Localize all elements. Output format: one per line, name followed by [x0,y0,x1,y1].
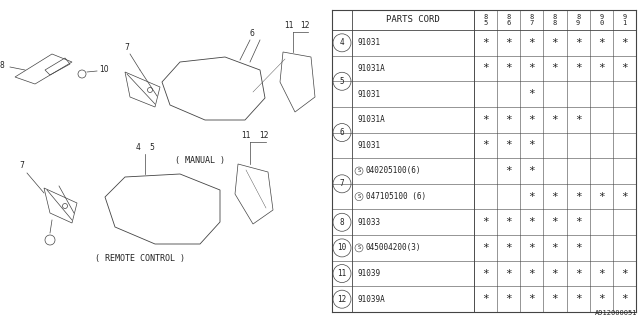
Text: *: * [575,115,582,125]
Text: *: * [621,38,628,48]
Text: 12: 12 [259,131,269,140]
Text: *: * [482,38,489,48]
Text: *: * [575,268,582,278]
Text: *: * [552,268,558,278]
Text: 8: 8 [0,60,4,69]
Text: 91039: 91039 [357,269,380,278]
Text: *: * [575,217,582,227]
Text: *: * [598,192,605,202]
Text: *: * [598,268,605,278]
Text: *: * [529,115,535,125]
Text: *: * [482,217,489,227]
Text: *: * [529,192,535,202]
Text: 8
7: 8 7 [530,14,534,26]
Text: *: * [529,243,535,253]
Text: *: * [621,268,628,278]
Text: 8
6: 8 6 [507,14,511,26]
Text: *: * [506,166,512,176]
Text: *: * [552,192,558,202]
Text: 9
1: 9 1 [622,14,627,26]
Text: *: * [575,243,582,253]
Text: 5: 5 [150,142,154,151]
Text: *: * [482,63,489,74]
Text: 047105100 (6): 047105100 (6) [366,192,426,201]
Text: A912000051: A912000051 [595,310,637,316]
Text: *: * [552,38,558,48]
Text: *: * [529,63,535,74]
Text: *: * [598,63,605,74]
Text: S: S [357,245,360,251]
Text: 91033: 91033 [357,218,380,227]
Text: 91031: 91031 [357,38,380,47]
Text: 6: 6 [340,128,344,137]
Text: *: * [552,243,558,253]
Text: *: * [552,294,558,304]
Text: *: * [529,89,535,99]
Text: 9
0: 9 0 [599,14,604,26]
Text: ( REMOTE CONTROL ): ( REMOTE CONTROL ) [95,253,185,262]
Text: *: * [575,63,582,74]
Text: *: * [529,217,535,227]
Text: *: * [482,115,489,125]
Text: *: * [621,63,628,74]
Text: *: * [506,217,512,227]
Text: *: * [482,140,489,150]
Text: 91031A: 91031A [357,115,385,124]
Text: *: * [598,294,605,304]
Text: *: * [575,294,582,304]
Text: *: * [506,294,512,304]
Text: 8
8: 8 8 [553,14,557,26]
Text: *: * [482,268,489,278]
Text: *: * [482,243,489,253]
Text: *: * [529,294,535,304]
Text: *: * [482,294,489,304]
Text: *: * [506,140,512,150]
Text: 8: 8 [340,218,344,227]
Text: *: * [506,38,512,48]
Text: 4: 4 [340,38,344,47]
Text: 8
9: 8 9 [576,14,580,26]
Text: 10: 10 [337,244,347,252]
Text: *: * [552,115,558,125]
Text: 7: 7 [340,179,344,188]
Text: 91039A: 91039A [357,295,385,304]
Text: 91031: 91031 [357,141,380,150]
Text: *: * [575,38,582,48]
Text: *: * [552,63,558,74]
Text: *: * [575,192,582,202]
Text: *: * [598,38,605,48]
Text: *: * [529,268,535,278]
Text: *: * [529,38,535,48]
Text: 7: 7 [125,44,129,52]
Text: 8
5: 8 5 [483,14,488,26]
Text: 91031A: 91031A [357,64,385,73]
Text: *: * [529,166,535,176]
Text: PARTS CORD: PARTS CORD [386,15,440,25]
Text: *: * [552,217,558,227]
Text: ( MANUAL ): ( MANUAL ) [175,156,225,164]
Text: 12: 12 [300,20,310,29]
Text: *: * [506,63,512,74]
Text: 7: 7 [20,162,24,171]
Text: 12: 12 [337,295,347,304]
Text: 10: 10 [99,66,109,75]
Text: 045004200(3): 045004200(3) [366,244,422,252]
Text: S: S [357,194,360,199]
Text: 11: 11 [337,269,347,278]
Text: 5: 5 [340,77,344,86]
Text: 11: 11 [284,20,294,29]
Text: *: * [621,192,628,202]
Text: *: * [621,294,628,304]
Text: 91031: 91031 [357,90,380,99]
Text: *: * [506,115,512,125]
Text: *: * [506,243,512,253]
Text: 040205100(6): 040205100(6) [366,166,422,175]
Text: *: * [529,140,535,150]
Text: 6: 6 [250,29,255,38]
Text: *: * [506,268,512,278]
Text: 4: 4 [136,142,140,151]
Text: S: S [357,169,360,173]
Text: 11: 11 [241,131,251,140]
